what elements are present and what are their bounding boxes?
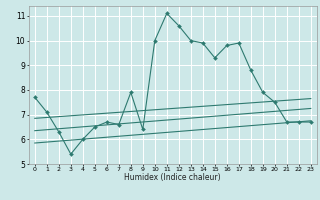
- X-axis label: Humidex (Indice chaleur): Humidex (Indice chaleur): [124, 173, 221, 182]
